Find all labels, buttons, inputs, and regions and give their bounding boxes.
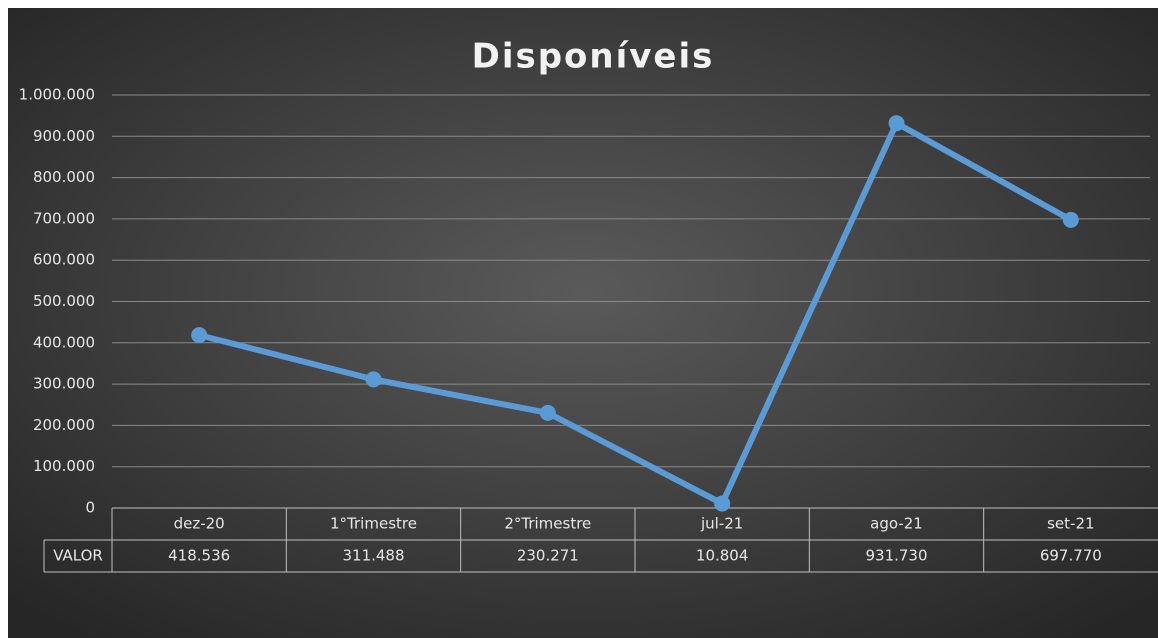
x-tick-label: 2°Trimestre (504, 515, 591, 533)
data-point (539, 404, 556, 421)
legend-label: VALOR (53, 547, 103, 565)
data-table-value: 931.730 (865, 547, 927, 565)
data-table-value: 230.271 (517, 547, 579, 565)
y-tick-label: 100.000 (33, 457, 95, 475)
data-point (714, 495, 731, 512)
data-point (191, 327, 208, 344)
y-tick-label: 500.000 (33, 292, 95, 310)
data-point (888, 115, 905, 132)
chart-background (8, 8, 1158, 638)
chart-title: Disponíveis (472, 37, 715, 77)
data-table-value: 697.770 (1040, 547, 1102, 565)
y-tick-label: 1.000.000 (19, 86, 95, 104)
y-tick-label: 400.000 (33, 333, 95, 351)
y-tick-label: 600.000 (33, 251, 95, 269)
x-tick-label: 1°Trimestre (330, 515, 417, 533)
x-tick-label: ago-21 (870, 515, 923, 533)
data-table-value: 418.536 (168, 547, 230, 565)
x-tick-label: dez-20 (174, 515, 225, 533)
x-tick-label: jul-21 (700, 515, 743, 533)
data-point (365, 371, 382, 388)
y-tick-label: 300.000 (33, 375, 95, 393)
series-line (198, 120, 1073, 507)
x-tick-label: set-21 (1047, 515, 1094, 533)
data-table-value: 311.488 (342, 547, 404, 565)
y-tick-label: 700.000 (33, 209, 95, 227)
data-table-value: 10.804 (696, 547, 749, 565)
data-point (1062, 211, 1079, 228)
y-tick-label: 200.000 (33, 416, 95, 434)
y-tick-label: 800.000 (33, 168, 95, 186)
y-tick-label: 0 (85, 499, 95, 517)
y-tick-label: 900.000 (33, 127, 95, 145)
